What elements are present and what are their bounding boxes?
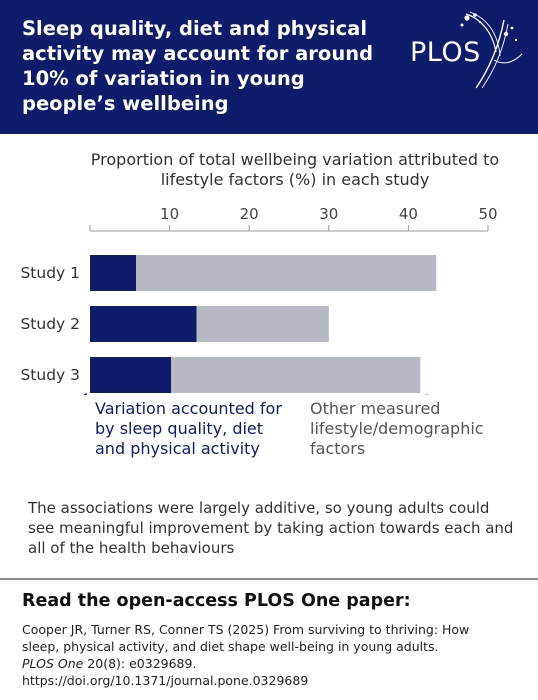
bar-segment-other — [136, 255, 437, 291]
x-tick-label: 20 — [240, 205, 259, 223]
annotation-arrowhead-left — [82, 392, 87, 395]
x-tick-label: 50 — [478, 205, 497, 223]
reference-authors-title: Cooper JR, Turner RS, Conner TS (2025) F… — [22, 622, 470, 637]
x-tick-label: 30 — [319, 205, 338, 223]
plos-logo-swoosh-icon — [460, 11, 523, 89]
reference-journal: PLOS One — [22, 656, 84, 671]
stacked-bar-chart: 10 20 30 40 50 Study 1 Study 2 Study 3 — [20, 205, 498, 395]
divider — [0, 578, 538, 580]
bar-segment-other — [196, 306, 329, 342]
category-label: Study 3 — [20, 366, 80, 384]
category-label: Study 2 — [20, 315, 80, 333]
plos-logo: PLOS — [404, 10, 526, 90]
chart-title: Proportion of total wellbeing variation … — [90, 150, 500, 189]
plos-logo-text: PLOS — [410, 37, 481, 68]
reference-volume: 20(8): e0329689. — [83, 656, 197, 671]
x-tick-label: 40 — [399, 205, 418, 223]
reference-heading: Read the open-access PLOS One paper: — [22, 591, 411, 611]
bar-segment-lifestyle — [90, 357, 172, 393]
header-banner: Sleep quality, diet and physical activit… — [0, 0, 538, 134]
reference-doi-link[interactable]: https://doi.org/10.1371/journal.pone.032… — [22, 673, 309, 688]
header-title: Sleep quality, diet and physical activit… — [22, 17, 374, 115]
annotation-other-factors: Other measured lifestyle/demographic fac… — [310, 399, 484, 458]
bar-segment-lifestyle — [90, 306, 197, 342]
category-label: Study 1 — [20, 264, 80, 282]
reference-title-continued: sleep, physical activity, and diet shape… — [22, 639, 439, 654]
bar-segment-other — [171, 357, 421, 393]
footnote-text: The associations were largely additive, … — [28, 499, 514, 557]
bar-segment-lifestyle — [90, 255, 137, 291]
reference-citation: PLOS One 20(8): e0329689. — [22, 655, 532, 672]
annotation-lifestyle-behaviours: Variation accounted for by sleep quality… — [95, 399, 282, 458]
x-tick-label: 10 — [160, 205, 179, 223]
